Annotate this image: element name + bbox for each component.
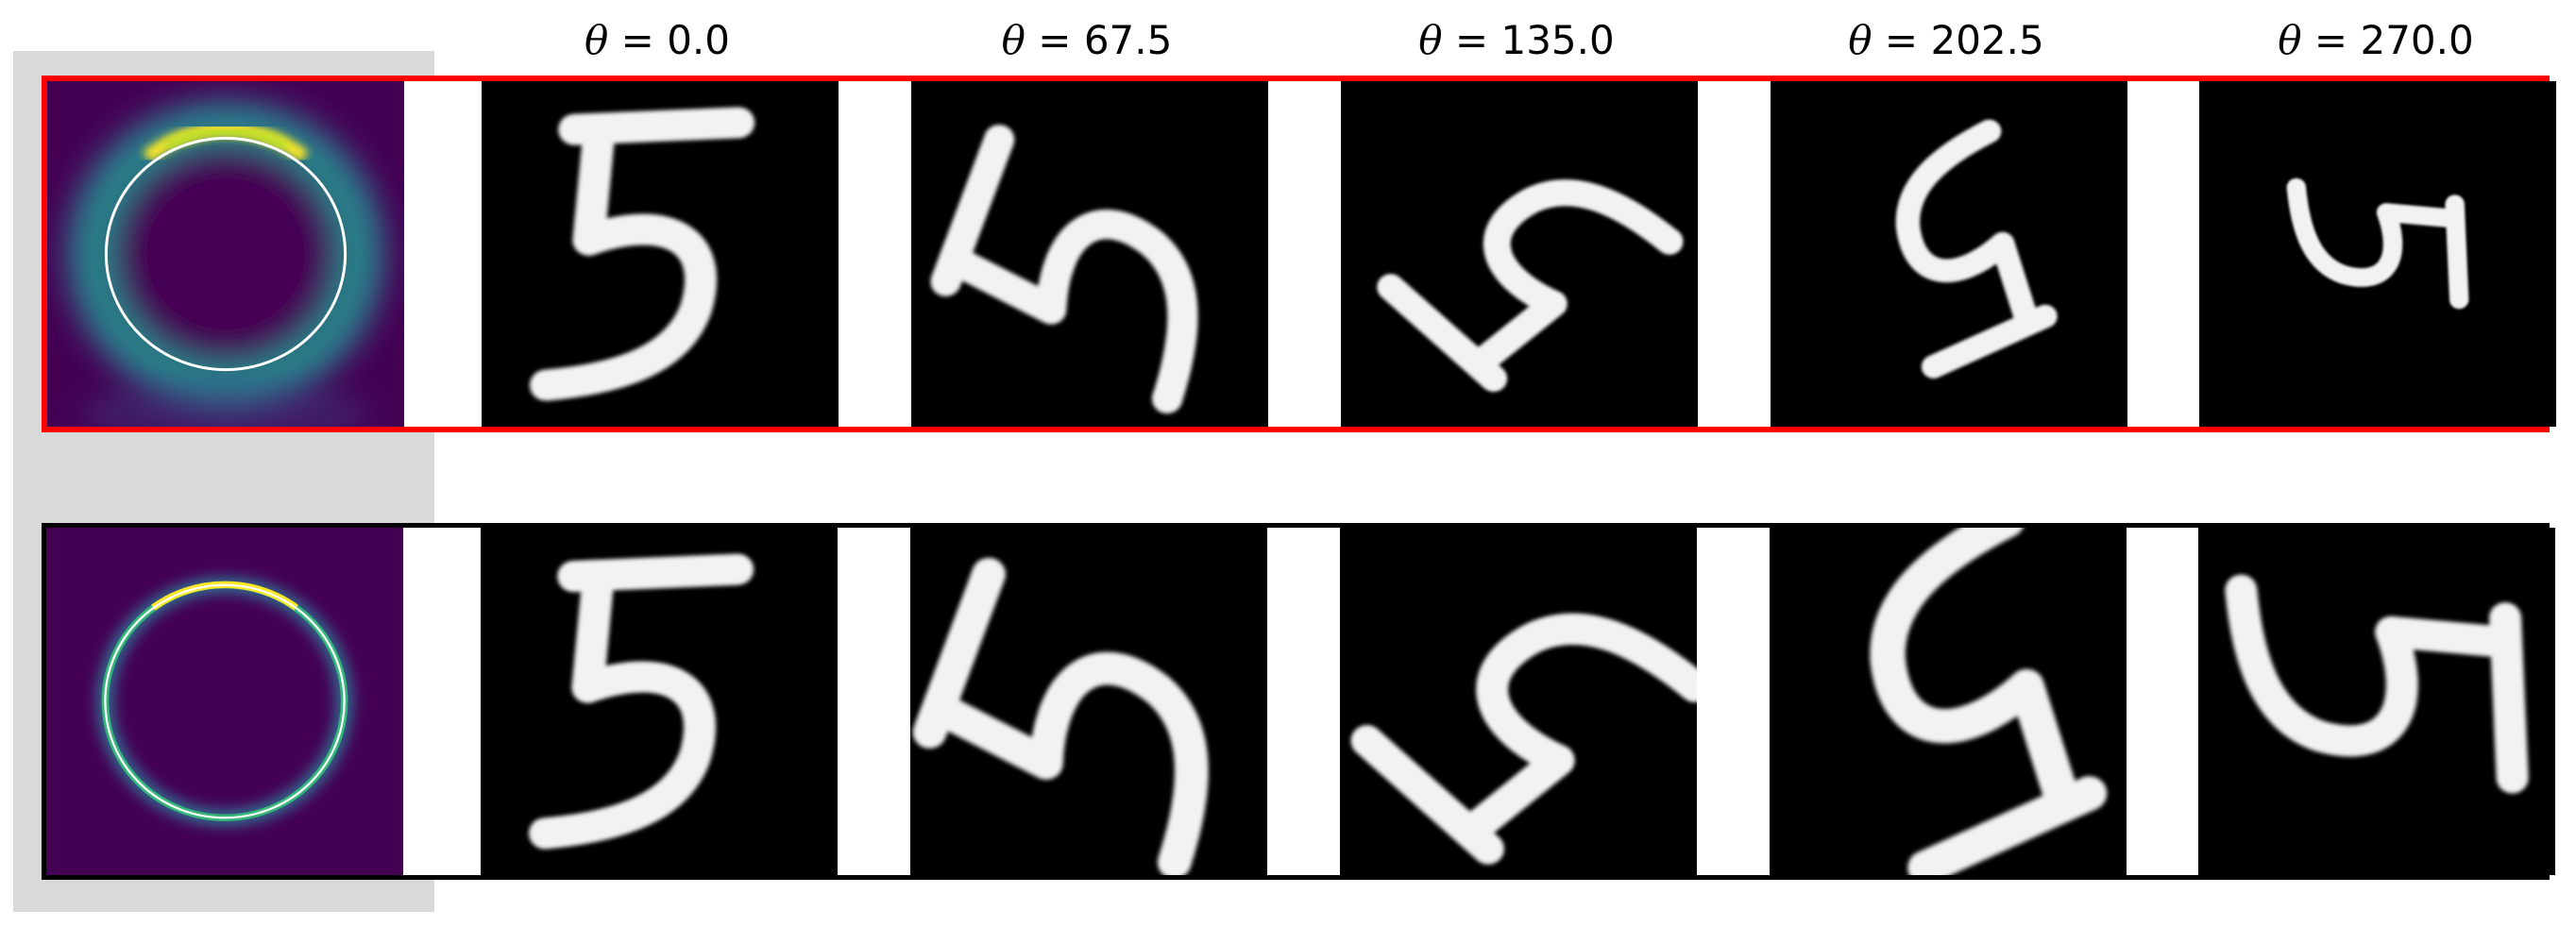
tile-separator (2129, 81, 2199, 427)
digit-icon (2199, 81, 2556, 427)
digit-icon (910, 528, 1267, 875)
digit-top-1-tile (911, 81, 1268, 427)
tile-separator (403, 528, 481, 875)
theta-label-3: θ = 202.5 (1757, 17, 2135, 63)
theta-label-2: θ = 135.0 (1328, 17, 1705, 63)
tile-separator (841, 81, 911, 427)
tile-separator (1271, 81, 1341, 427)
theta-label-4: θ = 270.0 (2187, 17, 2565, 63)
theta-value: = 270.0 (2301, 17, 2474, 63)
tile-separator (2128, 528, 2198, 875)
digit-top-0-tile (482, 81, 839, 427)
digit-icon (1340, 528, 1697, 875)
theta-symbol: θ (1418, 17, 1443, 63)
theta-label-1: θ = 67.5 (898, 17, 1276, 63)
digit-bottom-4-tile (2198, 528, 2555, 875)
theta-label-0: θ = 0.0 (468, 17, 846, 63)
row-bottom (42, 523, 2555, 880)
digit-icon (1341, 81, 1698, 427)
theta-symbol: θ (1001, 17, 1025, 63)
digit-icon (2198, 528, 2555, 875)
theta-value: = 67.5 (1025, 17, 1173, 63)
theta-value: = 135.0 (1442, 17, 1615, 63)
digit-icon (482, 81, 839, 427)
digit-top-4-tile (2199, 81, 2556, 427)
digit-icon (911, 81, 1268, 427)
digit-icon (1770, 528, 2127, 875)
sharp-ring-heatmap-icon (46, 528, 403, 875)
digit-top-2-tile (1341, 81, 1698, 427)
theta-value: = 202.5 (1872, 17, 2044, 63)
theta-symbol: θ (2278, 17, 2302, 63)
theta-value: = 0.0 (608, 17, 730, 63)
row-top-highlighted (42, 76, 2556, 432)
theta-symbol: θ (585, 17, 609, 63)
digit-icon (481, 528, 838, 875)
digit-icon (1771, 81, 2127, 427)
tile-separator (1270, 528, 1340, 875)
digit-top-3-tile (1771, 81, 2127, 427)
digit-bottom-1-tile (910, 528, 1267, 875)
tile-separator (840, 528, 910, 875)
tile-separator (1700, 528, 1770, 875)
digit-bottom-0-tile (481, 528, 838, 875)
theta-symbol: θ (1848, 17, 1873, 63)
tile-separator (1701, 81, 1771, 427)
tile-separator (404, 81, 482, 427)
digit-bottom-3-tile (1770, 528, 2127, 875)
diffuse-ring-heatmap-icon (47, 81, 404, 427)
digit-bottom-2-tile (1340, 528, 1697, 875)
